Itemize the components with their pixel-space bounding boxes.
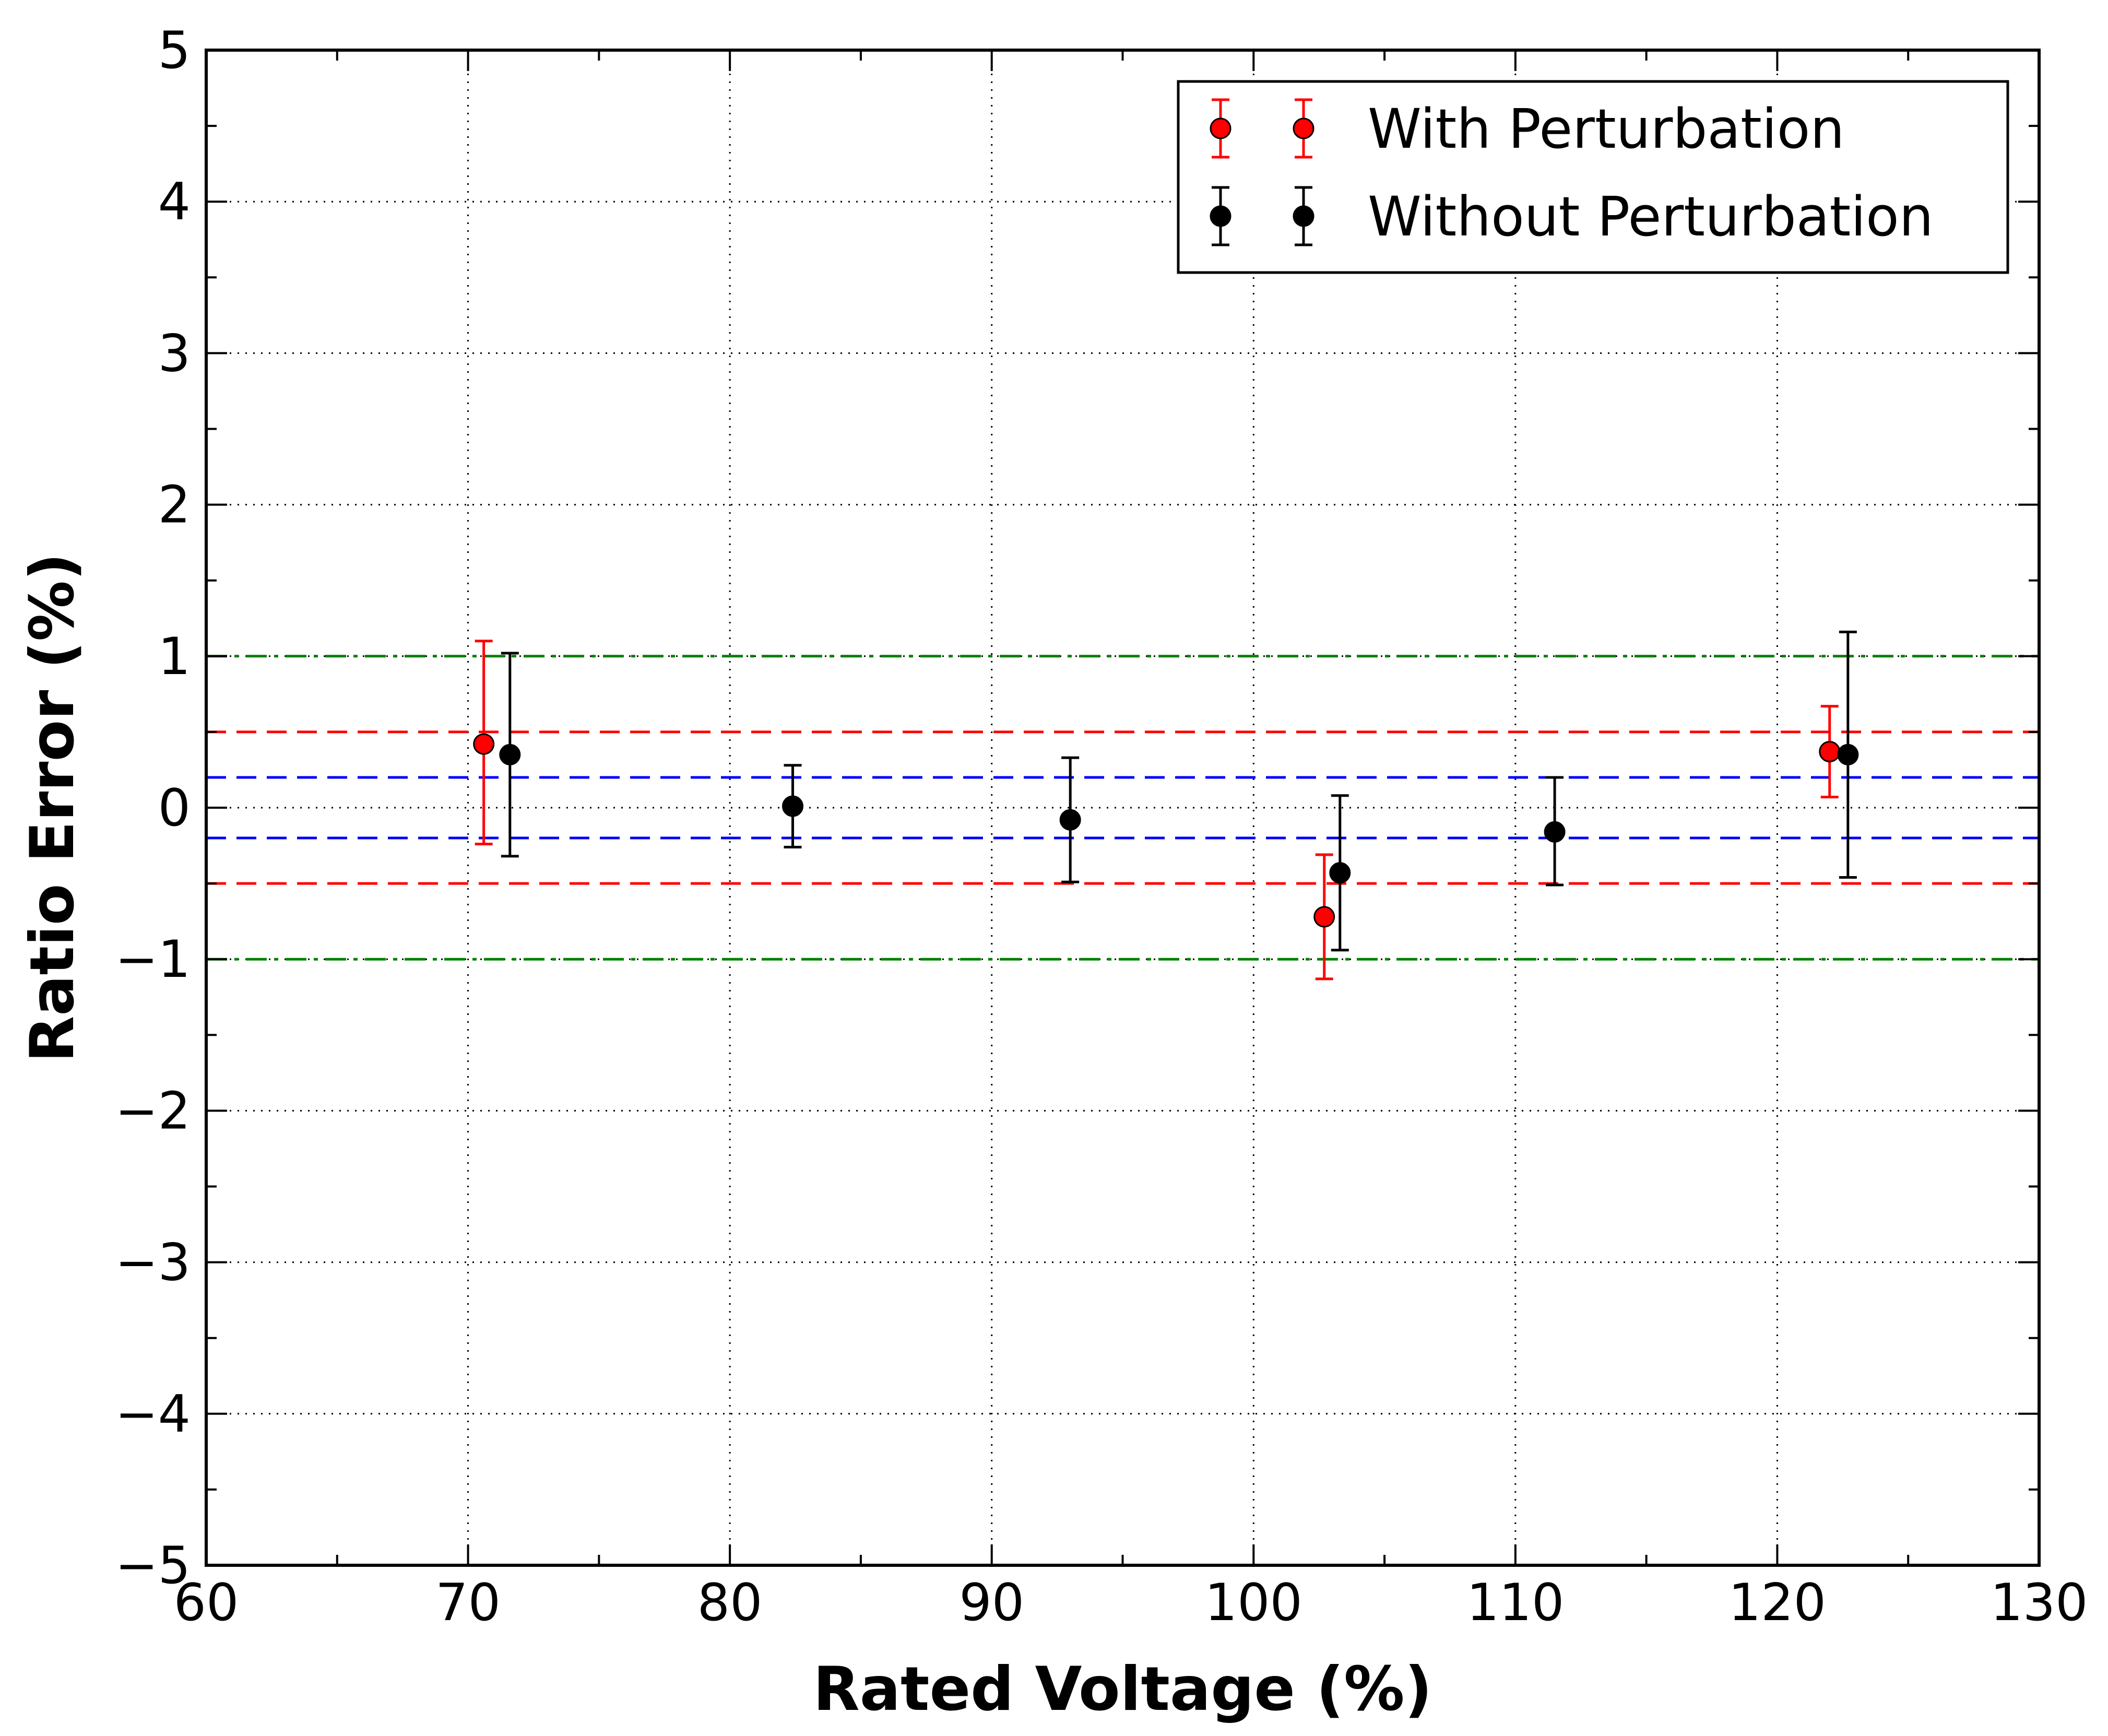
data-point [1329,862,1351,884]
axis-ticks [205,49,2040,1566]
x-tick-label: 100 [1205,1573,1302,1633]
series-without-perturbation [499,630,1859,952]
tick-labels: 60 70 80 90 100 110 120 130 −5 −4 −3 −2 −1 0 1 2 3 4 5 [115,21,2088,1633]
x-tick-label: 90 [959,1573,1024,1633]
data-point [473,733,495,755]
x-tick-label: 130 [1990,1573,2088,1633]
y-tick-label: 2 [158,476,191,535]
x-tick-label: 80 [697,1573,763,1633]
x-tick-label: 110 [1466,1573,1564,1633]
series-with-perturbation [473,640,1841,981]
y-axis-title: Ratio Error (%) [17,553,88,1062]
x-tick-label: 60 [174,1573,239,1633]
y-tick-label: −5 [115,1536,191,1596]
data-point [1544,821,1566,843]
y-tick-label: 4 [158,172,191,232]
y-tick-label: 0 [158,778,191,838]
data-point [782,795,804,817]
data-point [1819,741,1841,763]
legend-label: With Perturbation [1368,97,1844,161]
legend-box [1177,80,2009,274]
legend-marker [1210,117,1231,139]
y-tick-label: 5 [158,21,191,80]
legend-marker [1210,205,1231,227]
data-point [1059,809,1081,831]
y-tick-label: −2 [115,1081,191,1141]
legend-marker [1293,117,1314,139]
y-tick-label: −1 [115,930,191,989]
x-tick-label: 70 [435,1573,501,1633]
reference-lines [206,655,2039,961]
x-tick-label: 120 [1728,1573,1826,1633]
data-point [1313,906,1335,928]
x-axis-title: Rated Voltage (%) [813,1654,1432,1725]
y-tick-label: −3 [115,1233,191,1293]
y-tick-label: 3 [158,324,191,383]
y-tick-label: −4 [115,1385,191,1444]
legend-label: Without Perturbation [1368,185,1934,249]
legend: With Perturbation Without Perturbation [1177,80,2009,274]
y-tick-label: 1 [158,627,191,687]
legend-marker [1293,205,1314,227]
data-point [499,743,521,765]
data-point [1837,743,1859,765]
